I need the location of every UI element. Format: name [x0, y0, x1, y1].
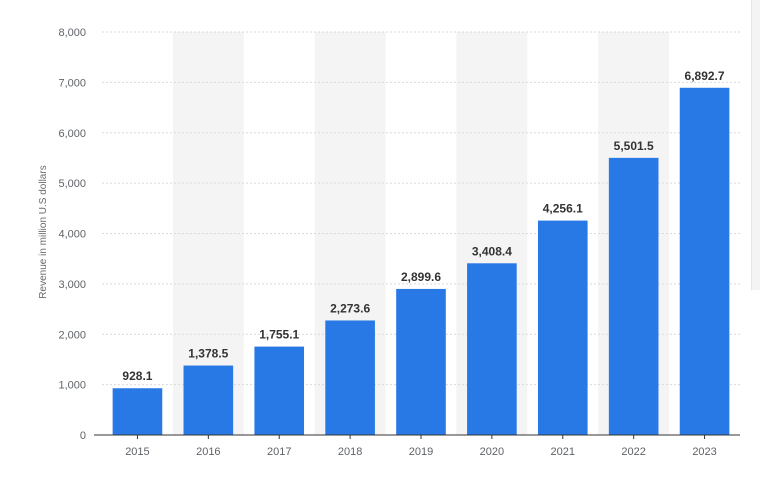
- y-tick-label: 5,000: [58, 178, 86, 190]
- y-tick-label: 4,000: [58, 229, 86, 241]
- bar-2021: [537, 220, 588, 435]
- y-axis: 0 1,000 2,000 3,000 4,000 5,000 6,000 7,000 8,00…: [58, 27, 86, 442]
- data-label: 928.1: [122, 369, 152, 383]
- data-label: 6,892.7: [685, 69, 725, 83]
- x-tick-label: 2019: [409, 446, 433, 458]
- bar-2020: [467, 263, 517, 435]
- bars: [112, 87, 730, 435]
- x-tick-label: 2021: [551, 446, 575, 458]
- data-label: 3,408.4: [472, 244, 512, 258]
- data-label: 2,899.6: [401, 270, 441, 284]
- bar-2023: [679, 87, 730, 435]
- data-labels: 928.1 1,378.5 1,755.1 2,273.6 2,899.6 3,408.4…: [122, 69, 724, 383]
- data-label: 5,501.5: [614, 139, 654, 153]
- bar-2017: [254, 346, 305, 435]
- x-tick-label: 2017: [267, 446, 291, 458]
- y-axis-title: Revenue in million U.S dollars: [38, 165, 49, 298]
- x-tick-label: 2020: [480, 446, 504, 458]
- x-tick-label: 2016: [196, 446, 220, 458]
- bar-2022: [608, 157, 659, 435]
- data-label: 2,273.6: [330, 301, 370, 315]
- x-tick-label: 2018: [338, 446, 362, 458]
- side-panel-edge: [751, 0, 760, 290]
- bar-2015: [112, 388, 163, 435]
- bar-2018: [325, 320, 375, 435]
- y-tick-label: 8,000: [58, 27, 86, 39]
- y-tick-label: 3,000: [58, 279, 86, 291]
- data-label: 4,256.1: [543, 202, 583, 216]
- bar-2016: [183, 365, 234, 435]
- x-tick-label: 2023: [692, 446, 716, 458]
- data-label: 1,378.5: [188, 347, 228, 361]
- y-tick-label: 1,000: [58, 380, 86, 392]
- y-tick-label: 0: [80, 430, 86, 442]
- x-tick-label: 2022: [621, 446, 645, 458]
- x-axis: 2015 2016 2017 2018 2019 2020 2021 2022 2023: [94, 434, 740, 458]
- bar-2019: [396, 288, 446, 435]
- y-tick-label: 2,000: [58, 329, 86, 341]
- data-label: 1,755.1: [259, 328, 299, 342]
- y-tick-label: 6,000: [58, 128, 86, 140]
- y-tick-label: 7,000: [58, 77, 86, 89]
- x-tick-label: 2015: [125, 446, 149, 458]
